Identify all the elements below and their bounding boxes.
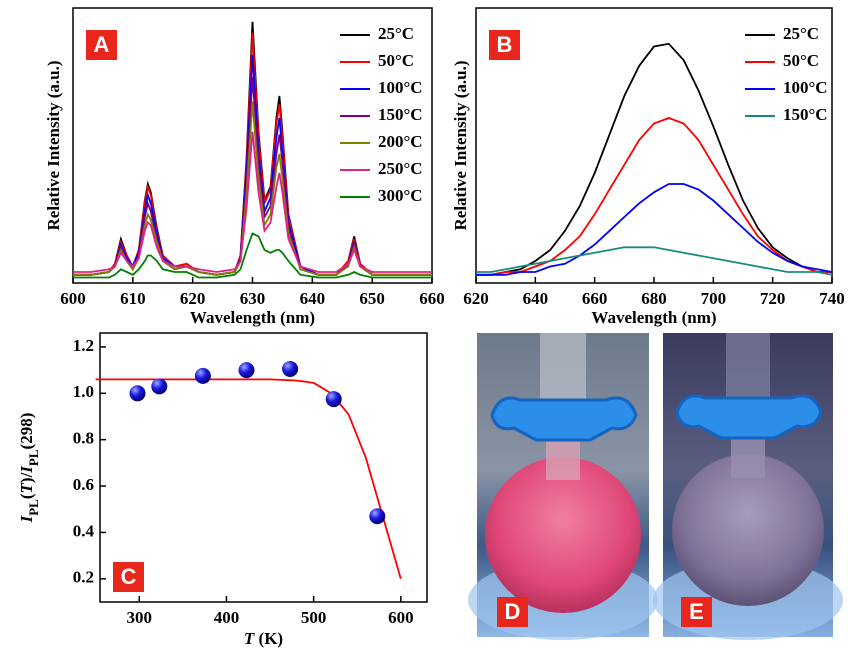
axis-title-part: T bbox=[244, 629, 255, 648]
x-tick-label: 740 bbox=[819, 289, 845, 308]
y-axis-title: Relative Intensity (a.u.) bbox=[44, 61, 63, 231]
x-axis-title: Wavelength (nm) bbox=[190, 308, 315, 327]
y-tick-label: 0.6 bbox=[73, 475, 94, 494]
x-tick-label: 660 bbox=[419, 289, 445, 308]
x-tick-label: 640 bbox=[300, 289, 326, 308]
x-tick-label: 720 bbox=[760, 289, 786, 308]
series-line bbox=[73, 232, 432, 279]
scatter-point bbox=[194, 367, 211, 384]
fit-line bbox=[95, 378, 402, 580]
scatter-point bbox=[369, 508, 386, 525]
legend-label: 100°C bbox=[783, 78, 828, 97]
panel-label: E bbox=[689, 599, 704, 624]
legend-label: 200°C bbox=[378, 132, 423, 151]
legend-label: 150°C bbox=[783, 105, 828, 124]
panel-label: D bbox=[505, 599, 521, 624]
series-line bbox=[73, 131, 432, 273]
x-tick-label: 630 bbox=[240, 289, 266, 308]
x-tick-label: 400 bbox=[214, 608, 240, 627]
x-tick-label: 620 bbox=[180, 289, 206, 308]
x-axis-title: Wavelength (nm) bbox=[591, 308, 716, 327]
axis-title: IPL(T)/IPL(298) bbox=[17, 413, 42, 524]
panel-label: C bbox=[121, 564, 137, 589]
x-tick-label: 600 bbox=[60, 289, 86, 308]
axis-title-part: (298) bbox=[17, 413, 36, 450]
panel-label-box bbox=[681, 597, 712, 627]
photo-d bbox=[468, 333, 658, 640]
y-tick-label: 0.4 bbox=[73, 521, 95, 540]
legend-label: 100°C bbox=[378, 78, 423, 97]
plot-frame bbox=[99, 332, 428, 603]
axis-title-part: (K) bbox=[254, 629, 283, 648]
x-tick-label: 300 bbox=[126, 608, 152, 627]
x-tick-label: 500 bbox=[301, 608, 327, 627]
panel-label: B bbox=[497, 32, 513, 57]
x-tick-label: 660 bbox=[582, 289, 608, 308]
x-tick-label: 610 bbox=[120, 289, 146, 308]
y-axis-title: Relative Intensity (a.u.) bbox=[451, 61, 470, 231]
axis-title-part: T bbox=[17, 482, 36, 493]
y-tick-label: 0.8 bbox=[73, 429, 94, 448]
series-line bbox=[476, 183, 833, 276]
axis-title-part: ( bbox=[17, 493, 36, 499]
scatter-point bbox=[325, 391, 342, 408]
plot-frame bbox=[475, 7, 833, 284]
photo-e bbox=[653, 333, 843, 640]
scatter-point bbox=[129, 385, 146, 402]
panel-label-box bbox=[489, 30, 520, 60]
y-tick-label: 0.2 bbox=[73, 568, 94, 587]
x-tick-label: 650 bbox=[359, 289, 385, 308]
legend-label: 250°C bbox=[378, 159, 423, 178]
axis-title-part: I bbox=[17, 514, 36, 523]
x-tick-label: 640 bbox=[523, 289, 549, 308]
scatter-point bbox=[238, 362, 255, 379]
y-tick-label: 1.2 bbox=[73, 336, 94, 355]
x-tick-label: 600 bbox=[388, 608, 414, 627]
x-tick-label: 680 bbox=[641, 289, 667, 308]
series-line bbox=[476, 42, 832, 276]
axis-title-part: I bbox=[17, 465, 36, 474]
legend-label: 25°C bbox=[378, 24, 414, 43]
axis-title-part: PL bbox=[26, 449, 41, 466]
axis-title-part: )/ bbox=[17, 472, 36, 483]
legend-label: 150°C bbox=[378, 105, 423, 124]
scatter-point bbox=[282, 360, 299, 377]
legend-label: 50°C bbox=[378, 51, 414, 70]
axis-title: T (K) bbox=[244, 629, 283, 648]
panel-label-box bbox=[113, 562, 144, 592]
series-line bbox=[476, 246, 833, 276]
x-tick-label: 700 bbox=[701, 289, 727, 308]
panel-label-box bbox=[86, 30, 117, 60]
panel-label: A bbox=[94, 32, 110, 57]
legend-label: 50°C bbox=[783, 51, 819, 70]
axis-title-part: PL bbox=[26, 499, 41, 516]
legend-label: 25°C bbox=[783, 24, 819, 43]
legend-label: 300°C bbox=[378, 186, 423, 205]
panel-label-box bbox=[497, 597, 528, 627]
scatter-point bbox=[151, 378, 168, 395]
y-tick-label: 1.0 bbox=[73, 382, 94, 401]
x-tick-label: 620 bbox=[463, 289, 489, 308]
series-line bbox=[476, 117, 832, 276]
